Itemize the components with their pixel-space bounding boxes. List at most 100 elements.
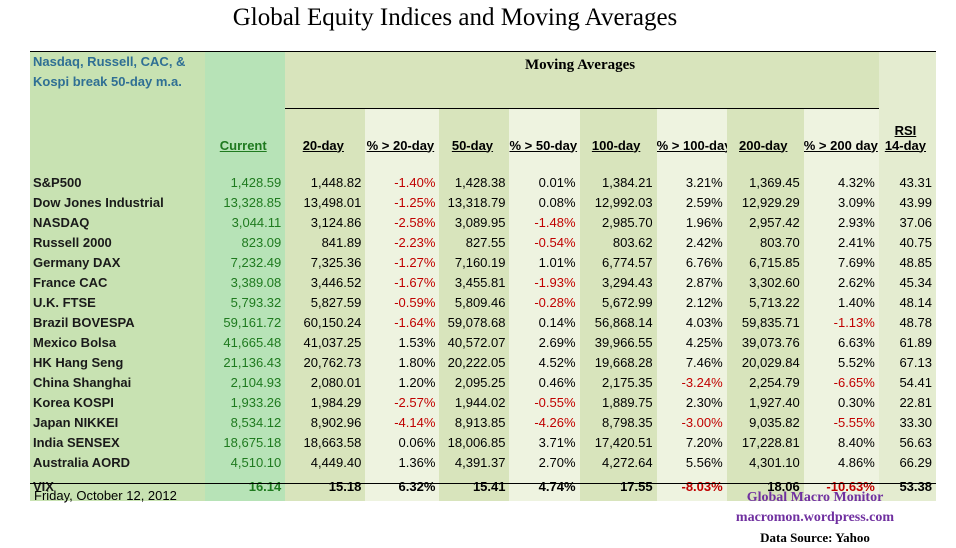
cell-pct-50-day: 2.69% xyxy=(509,332,580,353)
cell-200-day: 17,228.81 xyxy=(726,432,804,453)
cell-pct-50-day: 4.52% xyxy=(509,352,580,373)
page-title: Global Equity Indices and Moving Average… xyxy=(232,4,678,31)
moving-averages-rule xyxy=(285,88,879,109)
cell-current: 7,232.49 xyxy=(205,252,286,273)
cell-20-day: 3,446.52 xyxy=(285,272,366,293)
cell-50-day: 8,913.85 xyxy=(439,412,510,433)
cell-pct-20-day: -2.23% xyxy=(365,232,440,253)
table-row: U.K. FTSE 5,793.32 5,827.59 -0.59% 5,809.46-… xyxy=(30,292,936,313)
cell-100-day: 19,668.28 xyxy=(579,352,657,373)
index-name: Japan NIKKEI xyxy=(30,412,206,433)
cell-pct-100-day: -8.03% xyxy=(656,472,727,501)
cell-pct-200-day: 7.69% xyxy=(803,252,879,273)
table-row: Germany DAX 7,232.49 7,325.36 -1.27% 7,160.1… xyxy=(30,252,936,273)
spacer-label xyxy=(30,152,206,173)
cell-50-day: 1,944.02 xyxy=(439,392,510,413)
cell-pct-50-day: -0.54% xyxy=(509,232,580,253)
index-name: U.K. FTSE xyxy=(30,292,206,313)
cell-100-day: 8,798.35 xyxy=(579,412,657,433)
cell-50-day: 15.41 xyxy=(439,472,510,501)
cell-100-day: 17,420.51 xyxy=(579,432,657,453)
cell-pct-200-day: -6.65% xyxy=(803,372,879,393)
cell-pct-20-day: -2.57% xyxy=(365,392,440,413)
cell-pct-50-day: 0.01% xyxy=(509,172,580,193)
cell-current: 41,665.48 xyxy=(205,332,286,353)
cell-rsi-14-day: 48.85 xyxy=(878,252,936,273)
table-row: S&P500 1,428.59 1,448.82 -1.40% 1,428.38 0.01… xyxy=(30,172,936,193)
cell-50-day: 40,572.07 xyxy=(439,332,510,353)
cell-pct-200-day: -5.55% xyxy=(803,412,879,433)
cell-pct-200-day: 2.41% xyxy=(803,232,879,253)
cell-100-day: 3,294.43 xyxy=(579,272,657,293)
brand-block: Global Macro Monitor macromon.wordpress.… xyxy=(700,488,930,548)
cell-100-day: 56,868.14 xyxy=(579,312,657,333)
column-header-20-day: 20-day xyxy=(285,108,366,153)
cell-50-day: 59,078.68 xyxy=(439,312,510,333)
cell-pct-20-day: -0.59% xyxy=(365,292,440,313)
cell-pct-20-day: -2.58% xyxy=(365,212,440,233)
cell-20-day: 2,080.01 xyxy=(285,372,366,393)
cell-50-day: 18,006.85 xyxy=(439,432,510,453)
cell-pct-50-day: 1.01% xyxy=(509,252,580,273)
cell-pct-100-day: 7.46% xyxy=(656,352,727,373)
cell-100-day: 39,966.55 xyxy=(579,332,657,353)
cell-200-day: 2,957.42 xyxy=(726,212,804,233)
cell-current: 59,161.72 xyxy=(205,312,286,333)
cell-pct-20-day: -1.64% xyxy=(365,312,440,333)
rsi-header-gap xyxy=(878,88,936,109)
index-name: Russell 2000 xyxy=(30,232,206,253)
spacer-p200 xyxy=(803,152,879,173)
cell-pct-100-day: 7.20% xyxy=(656,432,727,453)
cell-pct-20-day: 1.20% xyxy=(365,372,440,393)
cell-current: 21,136.43 xyxy=(205,352,286,373)
cell-50-day: 7,160.19 xyxy=(439,252,510,273)
index-name: HK Hang Seng xyxy=(30,352,206,373)
cell-current: 13,328.85 xyxy=(205,192,286,213)
cell-pct-100-day: 2.12% xyxy=(656,292,727,313)
cell-20-day: 60,150.24 xyxy=(285,312,366,333)
cell-50-day: 13,318.79 xyxy=(439,192,510,213)
cell-200-day: 5,713.22 xyxy=(726,292,804,313)
column-header-rsi-14-day: RSI 14-day xyxy=(878,108,936,153)
spacer-100 xyxy=(579,152,657,173)
cell-100-day: 2,985.70 xyxy=(579,212,657,233)
cell-50-day: 1,428.38 xyxy=(439,172,510,193)
cell-100-day: 12,992.03 xyxy=(579,192,657,213)
cell-pct-20-day: -1.67% xyxy=(365,272,440,293)
rsi-header-spacer xyxy=(878,52,936,88)
bottom-divider xyxy=(30,483,936,484)
cell-pct-20-day: -4.14% xyxy=(365,412,440,433)
cell-pct-50-day: -4.26% xyxy=(509,412,580,433)
cell-pct-100-day: 6.76% xyxy=(656,252,727,273)
cell-200-day: 59,835.71 xyxy=(726,312,804,333)
data-source: Data Source: Yahoo xyxy=(760,530,870,545)
table-row: India SENSEX 18,675.18 18,663.58 0.06% 18,00… xyxy=(30,432,936,453)
column-header-current: Current xyxy=(205,108,286,153)
cell-current: 8,534.12 xyxy=(205,412,286,433)
cell-200-day: 9,035.82 xyxy=(726,412,804,433)
table-row: Japan NIKKEI 8,534.12 8,902.96 -4.14% 8,913.… xyxy=(30,412,936,433)
cell-current: 18,675.18 xyxy=(205,432,286,453)
cell-200-day: 2,254.79 xyxy=(726,372,804,393)
column-header-50-day: 50-day xyxy=(439,108,510,153)
cell-pct-200-day: 3.09% xyxy=(803,192,879,213)
cell-20-day: 5,827.59 xyxy=(285,292,366,313)
cell-pct-100-day: 2.30% xyxy=(656,392,727,413)
table-row: NASDAQ 3,044.11 3,124.86 -2.58% 3,089.95 -1.4… xyxy=(30,212,936,233)
table-row: Mexico Bolsa 41,665.48 41,037.25 1.53% 40,57… xyxy=(30,332,936,353)
column-header-200-day: 200-day xyxy=(726,108,804,153)
cell-20-day: 20,762.73 xyxy=(285,352,366,373)
moving-averages-title: Moving Averages xyxy=(285,52,879,88)
cell-pct-50-day: 2.70% xyxy=(509,452,580,473)
brand-site: macromon.wordpress.com xyxy=(735,510,895,525)
top-divider xyxy=(30,51,936,52)
vix-row: VIX 16.14 15.18 6.32% 15.41 4.74% 17.55 -8.03% 1… xyxy=(30,472,936,501)
cell-current: 16.14 xyxy=(205,472,286,501)
cell-pct-50-day: -1.93% xyxy=(509,272,580,293)
column-header-row: Current 20-day % > 20-day 50-day % > 50-… xyxy=(30,108,936,153)
column-header-pct-100-day: % > 100-day xyxy=(656,108,727,153)
index-name: France CAC xyxy=(30,272,206,293)
cell-100-day: 1,889.75 xyxy=(579,392,657,413)
cell-pct-100-day: 3.21% xyxy=(656,172,727,193)
cell-pct-50-day: 0.08% xyxy=(509,192,580,213)
